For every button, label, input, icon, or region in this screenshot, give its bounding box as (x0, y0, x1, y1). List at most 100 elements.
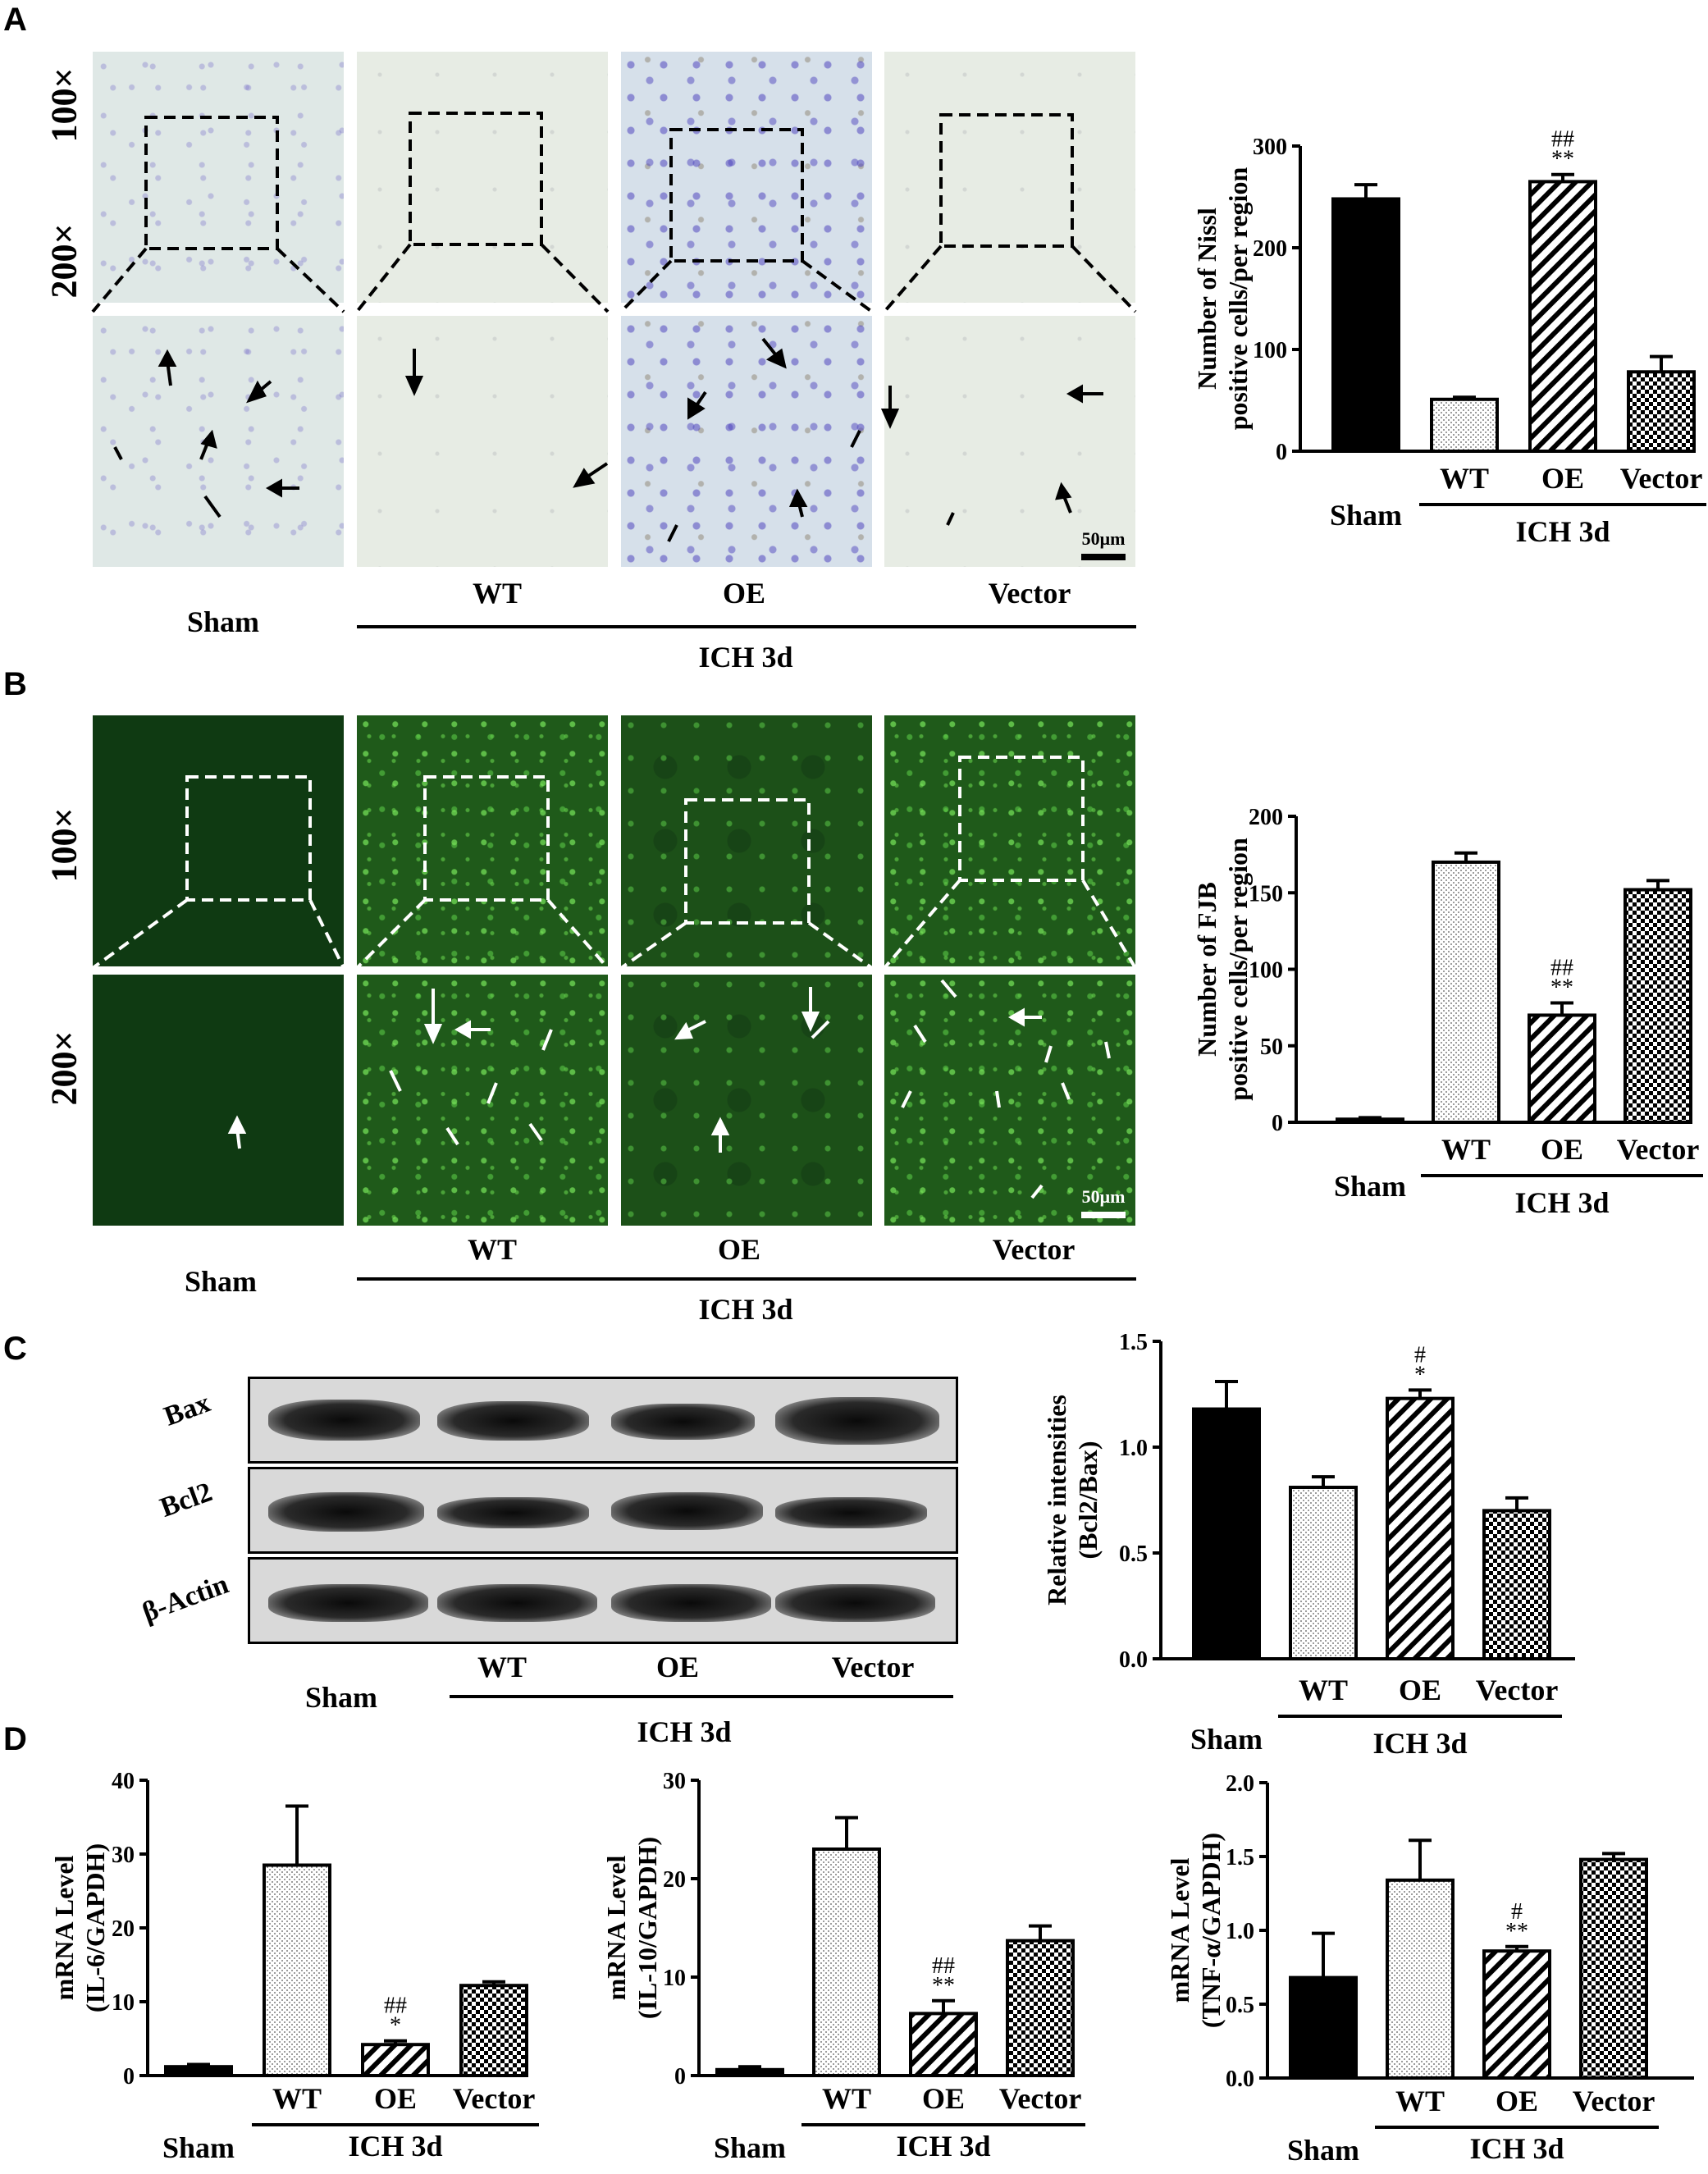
y-axis-label: Number of FJBpositive cells/per region (1192, 838, 1253, 1101)
bar-oe (1528, 180, 1597, 453)
scale-bar-label-a: 50μm (1082, 528, 1126, 549)
ich-bracket-line-b (357, 1277, 1136, 1281)
group-label-wt-c: WT (477, 1651, 527, 1683)
significance-mark: * (390, 2013, 401, 2039)
group-label: ICH 3d (1469, 2132, 1564, 2165)
y-tick-label: 100 (1249, 958, 1283, 984)
bar-oe (361, 2043, 430, 2077)
y-axis-label: Number of Nisslpositive cells/per region (1192, 167, 1253, 431)
category-label: Sham (1190, 1723, 1263, 1756)
y-tick-label: 0.0 (1226, 2067, 1254, 2092)
category-label: WT (272, 2082, 322, 2115)
fjb-image-oe-200x (621, 975, 872, 1226)
y-tick-label: 20 (112, 1916, 135, 1942)
bar-vector (1482, 1509, 1551, 1661)
group-label-sham-b: Sham (184, 1265, 258, 1298)
category-label: Vector (1620, 462, 1703, 495)
chart-fjb: 0 50 100 150 200 Number of FJBpositive cells/… (1192, 805, 1703, 1219)
category-label: OE (1399, 1674, 1441, 1706)
fjb-image-sham-100x (93, 715, 344, 966)
y-axis-label: mRNA Level(IL-10/GAPDH) (601, 1837, 662, 2019)
category-label: OE (1541, 462, 1584, 495)
category-label: Vector (1573, 2085, 1655, 2117)
nissl-image-oe-100x (621, 52, 872, 303)
y-tick-label: 2.0 (1226, 1771, 1254, 1797)
significance-mark: ## (932, 1953, 955, 1979)
group-label-sham-a: Sham (186, 605, 260, 638)
bar-vector (459, 1984, 528, 2077)
y-tick-label: 1.0 (1119, 1436, 1148, 1461)
significance-mark: ## (1551, 127, 1574, 153)
category-label: Vector (453, 2082, 536, 2115)
chart-tnfa: 0.0 0.5 1.0 1.5 2.0 mRNA Level(TNF-α/GAPDH) Sh… (1165, 1771, 1694, 2167)
bar-wt (1430, 397, 1499, 454)
y-axis-label: mRNA Level(TNF-α/GAPDH) (1165, 1833, 1226, 2028)
chart-il6: 0 10 20 30 40 mRNA Level(IL-6/GAPDH) Sham WT ##*… (49, 1769, 539, 2164)
y-tick-label: 10 (112, 1990, 135, 2016)
blot-strip-bax (248, 1377, 958, 1464)
group-label-vector-a: Vector (988, 577, 1071, 610)
category-label: Sham (1330, 499, 1402, 532)
category-label: WT (1299, 1674, 1348, 1706)
category-label: OE (922, 2082, 965, 2115)
y-tick-label: 100 (1253, 338, 1287, 363)
y-tick-label: 0 (1272, 1111, 1283, 1136)
ich-bracket-line-a (357, 625, 1136, 628)
bar-vector (1627, 370, 1696, 453)
category-label: OE (1496, 2085, 1538, 2117)
bar-vector (1579, 1857, 1648, 2080)
bar-wt (812, 1847, 881, 2077)
group-label: ICH 3d (896, 2130, 990, 2163)
significance-mark: # (1414, 1342, 1426, 1368)
blot-strip-bcl2 (248, 1467, 958, 1554)
y-tick-label: 30 (112, 1843, 135, 1868)
category-label: WT (1395, 2085, 1445, 2117)
y-tick-label: 0 (674, 2064, 686, 2090)
bar-vector (1006, 1939, 1075, 2078)
group-label: ICH 3d (1515, 515, 1610, 548)
group-label: ICH 3d (348, 2130, 442, 2163)
panel-label-c: C (3, 1331, 27, 1367)
group-label-vector-b: Vector (992, 1233, 1075, 1266)
category-label: WT (1440, 462, 1489, 495)
bar-vector (1624, 888, 1692, 1125)
scale-bar-label-b: 50μm (1082, 1186, 1126, 1207)
significance-mark: ** (1550, 975, 1573, 1001)
y-tick-label: 1.0 (1226, 1919, 1254, 1944)
bar-oe (1482, 1949, 1551, 2080)
group-label-wt-b: WT (467, 1233, 518, 1266)
significance-mark: ** (1505, 1919, 1528, 1944)
category-label: OE (1541, 1133, 1583, 1166)
significance-mark: * (1414, 1362, 1426, 1387)
y-tick-label: 200 (1249, 805, 1283, 830)
chart-bcl2bax: 0.0 0.5 1.0 1.5 Relative intensities(Bcl2/Ba… (1042, 1330, 1575, 1760)
category-label: WT (1441, 1133, 1491, 1166)
y-tick-label: 0 (1276, 440, 1287, 465)
y-tick-label: 150 (1249, 881, 1283, 907)
nissl-image-vector-200x (884, 316, 1135, 567)
fjb-image-wt-200x (357, 975, 608, 1226)
group-label-vector-c: Vector (831, 1651, 915, 1683)
ich-label-a: ICH 3d (698, 641, 793, 674)
group-label-oe-b: OE (717, 1233, 761, 1266)
y-tick-label: 20 (663, 1867, 686, 1893)
y-axis-label: Relative intensities(Bcl2/Bax) (1042, 1395, 1103, 1605)
y-tick-label: 50 (1260, 1034, 1283, 1060)
category-label: Sham (1334, 1170, 1406, 1203)
fjb-image-wt-100x (357, 715, 608, 966)
y-tick-label: 40 (112, 1769, 135, 1794)
bar-wt (1386, 1878, 1455, 2080)
y-tick-label: 10 (663, 1966, 686, 1991)
bar-sham (715, 2067, 784, 2078)
fjb-image-sham-200x (93, 975, 344, 1226)
y-tick-label: 0 (123, 2064, 135, 2090)
y-tick-label: 0.5 (1226, 1993, 1254, 2018)
category-label: WT (822, 2082, 871, 2115)
y-axis-label: mRNA Level(IL-6/GAPDH) (49, 1843, 110, 2012)
significance-mark: ## (1550, 956, 1573, 981)
category-label: Vector (1617, 1133, 1700, 1166)
bar-oe (1386, 1396, 1455, 1661)
panel-b-zoom-overlay: 50μm (91, 756, 1137, 1218)
nissl-image-oe-200x (621, 316, 872, 567)
